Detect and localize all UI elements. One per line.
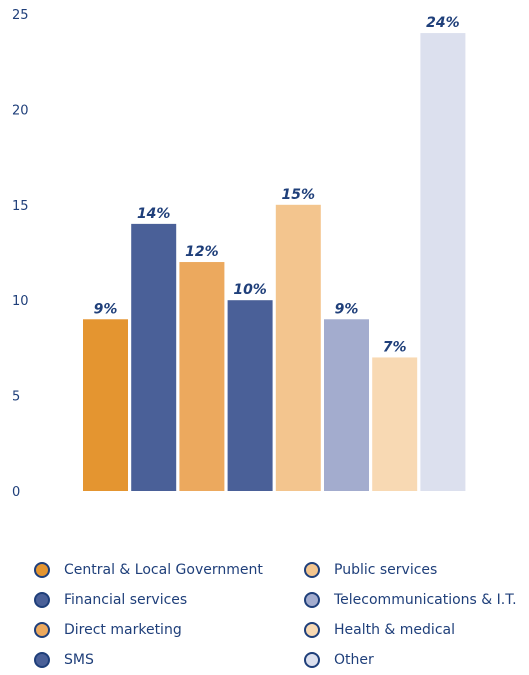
data-label: 14% [137, 206, 171, 222]
y-tick-label: 15 [12, 199, 29, 214]
legend-item: Telecommunications & I.T. [304, 592, 517, 608]
bar [179, 262, 225, 491]
legend-label: Financial services [64, 592, 188, 608]
legend-label: Telecommunications & I.T. [334, 592, 517, 608]
data-label: 15% [282, 187, 316, 203]
bar [227, 300, 273, 491]
legend-swatch-icon [34, 652, 50, 668]
legend-label: Health & medical [334, 622, 455, 638]
legend-swatch-icon [34, 562, 50, 578]
legend-swatch-icon [34, 622, 50, 638]
data-labels: 9% 14% 12% 10% 15% 9% 7% 24% [94, 15, 460, 355]
bar [131, 223, 177, 491]
legend-swatch-icon [304, 562, 320, 578]
data-label: 7% [383, 339, 407, 355]
y-axis-ticks: 0 5 10 15 20 25 [12, 8, 29, 500]
legend-item: Central & Local Government [34, 562, 263, 578]
data-label: 9% [94, 301, 118, 317]
legend-item: Public services [304, 562, 437, 578]
bar [420, 33, 466, 491]
legend-swatch-icon [34, 592, 50, 608]
data-label: 12% [185, 244, 219, 260]
bar [372, 357, 418, 491]
legend-item: Direct marketing [34, 622, 182, 638]
bar-chart: 0 5 10 15 20 25 9% 14% 12% 10% 15% 9% 7% 24% [12, 8, 466, 500]
data-label: 24% [426, 15, 460, 31]
legend-label: Public services [334, 562, 438, 578]
data-label: 10% [233, 282, 267, 298]
legend-item: Health & medical [304, 622, 455, 638]
legend-label: Central & Local Government [64, 562, 263, 578]
bar [83, 319, 128, 491]
legend-swatch-icon [304, 652, 320, 668]
legend-label: SMS [64, 652, 94, 668]
legend-swatch-icon [304, 622, 320, 638]
bar [324, 319, 369, 491]
bars [83, 33, 466, 492]
data-label: 9% [335, 301, 359, 317]
legend-item: SMS [34, 652, 94, 668]
y-tick-label: 0 [12, 485, 20, 500]
y-tick-label: 10 [12, 294, 29, 309]
bar [275, 204, 321, 492]
legend-item: Financial services [34, 592, 187, 608]
y-tick-label: 25 [12, 8, 29, 23]
legend-label: Direct marketing [64, 622, 182, 638]
legend-item: Other [304, 652, 374, 668]
legend-swatch-icon [304, 592, 320, 608]
y-tick-label: 20 [12, 103, 29, 118]
y-tick-label: 5 [12, 390, 20, 405]
legend-label: Other [334, 652, 374, 668]
